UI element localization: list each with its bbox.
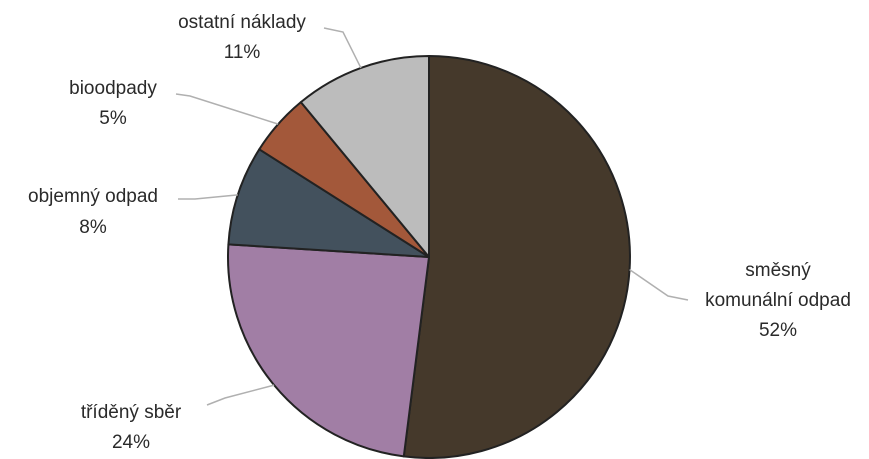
leader-line (178, 194, 238, 200)
svg-text:5%: 5% (99, 108, 127, 129)
pie-slice-smesny-komunalni-odpad (402, 55, 631, 459)
leader-line (629, 268, 689, 301)
label-trideny-sber: tříděný sběr 24% (81, 402, 182, 453)
svg-text:ostatní náklady: ostatní náklady (178, 12, 306, 33)
slice-value-label: 5% (99, 108, 127, 129)
svg-text:52%: 52% (759, 320, 797, 341)
leader-line (175, 93, 279, 125)
leader-line (323, 27, 362, 69)
slice-value-label: 11% (224, 42, 261, 63)
svg-text:objemný odpad: objemný odpad (28, 186, 158, 207)
slice-value-label: 52% (759, 320, 797, 341)
svg-text:8%: 8% (79, 217, 107, 238)
slice-label-line: bioodpady (69, 78, 157, 99)
pie-slices (227, 55, 631, 459)
label-ostatni-naklady: ostatní náklady 11% (178, 12, 306, 63)
svg-text:11%: 11% (224, 42, 261, 63)
pie-slice-objemny-odpad (227, 148, 430, 258)
slice-label-line: tříděný sběr (81, 402, 182, 423)
label-bioodpady: bioodpady 5% (69, 78, 157, 129)
label-smesny-komunalni-odpad: směsný komunální odpad 52% (705, 260, 851, 341)
svg-text:komunální odpad: komunální odpad (705, 290, 851, 311)
slice-label-line: objemný odpad (28, 186, 158, 207)
pie-slice-trideny-sber (227, 243, 430, 458)
leader-lines (175, 27, 689, 406)
svg-text:24%: 24% (112, 432, 150, 453)
svg-text:tříděný sběr: tříděný sběr (81, 402, 182, 423)
slice-label-line: směsný (745, 260, 811, 281)
label-objemny-odpad: objemný odpad 8% (28, 186, 158, 238)
leader-line (206, 384, 275, 406)
svg-text:bioodpady: bioodpady (69, 78, 157, 99)
slice-label-line: komunální odpad (705, 290, 851, 311)
slice-value-label: 24% (112, 432, 150, 453)
svg-text:směsný: směsný (745, 260, 811, 281)
slice-value-label: 8% (79, 217, 107, 238)
slice-label-line: ostatní náklady (178, 12, 306, 33)
